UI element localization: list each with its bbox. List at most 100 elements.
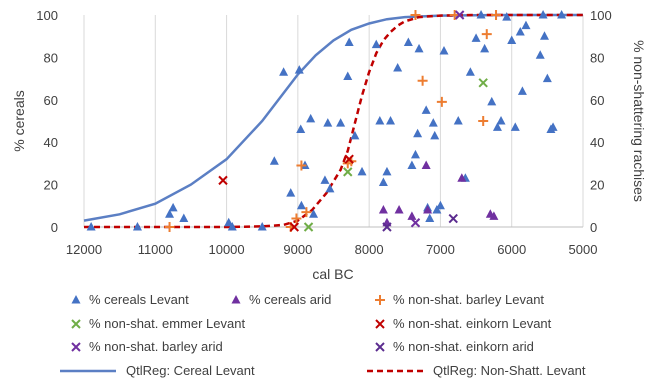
data-point: [540, 31, 550, 40]
data-point: [309, 209, 319, 218]
y-tick-label: 100: [36, 8, 58, 23]
data-point: [538, 10, 548, 19]
data-point: [457, 173, 467, 182]
legend-label: QtlReg: Non-Shatt. Levant: [433, 363, 586, 378]
data-point: [491, 10, 502, 20]
data-point: [410, 10, 421, 20]
data-point: [257, 222, 267, 231]
data-point: [423, 205, 433, 214]
data-point: [344, 37, 354, 47]
data-point: [471, 33, 481, 42]
data-point: [413, 128, 423, 138]
data-point: [517, 86, 527, 95]
data-point: [421, 105, 431, 114]
x-tick-label: 9000: [283, 242, 312, 257]
data-point: [343, 167, 353, 177]
legend-marker: [71, 295, 81, 304]
data-point: [403, 37, 413, 47]
data-point: [343, 71, 353, 80]
data-point: [382, 166, 392, 176]
data-point: [371, 39, 381, 49]
x-tick-label: 7000: [426, 242, 455, 257]
y2-tick-label: 0: [590, 220, 597, 235]
data-point: [165, 209, 175, 218]
cereal-regression-curve: [83, 13, 583, 222]
data-point: [435, 200, 445, 210]
data-point: [410, 149, 420, 159]
data-point: [296, 200, 306, 210]
y2-tick-label: 40: [590, 135, 604, 150]
data-point: [481, 29, 492, 40]
data-point: [478, 116, 489, 126]
data-point: [448, 213, 458, 224]
data-point: [521, 20, 531, 30]
data-point: [218, 175, 228, 186]
data-point: [548, 122, 558, 131]
data-point: [542, 73, 552, 83]
data-point: [269, 156, 279, 165]
legend-marker: [375, 342, 385, 352]
x-axis-title: cal BC: [312, 266, 353, 282]
data-point: [417, 75, 428, 86]
data-point: [515, 26, 525, 36]
data-point: [336, 118, 346, 127]
x-tick-label: 5000: [569, 242, 598, 257]
data-point: [393, 63, 403, 72]
data-point: [407, 160, 417, 170]
data-point: [410, 218, 421, 228]
data-point: [449, 10, 460, 20]
data-point: [357, 166, 367, 176]
y-axis-title: % cereals: [11, 90, 27, 151]
data-point: [382, 222, 392, 232]
legend-label: % non-shat. barley arid: [89, 339, 223, 354]
y-tick-label: 80: [44, 50, 58, 65]
data-point: [465, 67, 475, 76]
data-point: [279, 67, 289, 76]
gridlines: [83, 15, 584, 227]
data-point: [375, 116, 385, 125]
data-point: [436, 96, 447, 107]
data-point: [421, 160, 431, 170]
legend-label: % non-shat. emmer Levant: [89, 316, 245, 331]
data-point: [386, 116, 396, 125]
data-point: [496, 116, 506, 125]
data-point: [179, 213, 189, 223]
legend-label: % cereals arid: [249, 292, 331, 307]
data-point: [86, 222, 96, 231]
data-point: [430, 130, 440, 140]
data-point: [303, 222, 314, 232]
y-tick-label: 40: [44, 135, 58, 150]
data-point: [164, 222, 175, 232]
y2-tick-label: 100: [590, 8, 612, 23]
data-point: [296, 124, 306, 133]
data-point: [535, 50, 545, 59]
data-point: [394, 205, 404, 214]
x-tick-label: 8000: [355, 242, 384, 257]
y2-axis-tick-labels: 0 20 40 60 80 100: [590, 8, 612, 235]
data-point: [489, 211, 499, 220]
y2-axis-title: % non-shattering rachises: [631, 40, 645, 202]
data-point: [476, 10, 486, 19]
data-point: [378, 177, 388, 186]
data-point: [425, 213, 435, 223]
y2-tick-label: 80: [590, 50, 604, 65]
data-point: [224, 217, 234, 227]
data-point: [428, 118, 438, 127]
nonshatt-regression-curve: [84, 13, 583, 229]
data-point: [439, 46, 449, 55]
data-point: [492, 122, 502, 131]
plot-area: [83, 10, 584, 232]
y-tick-label: 20: [44, 178, 58, 193]
legend-marker: [375, 319, 385, 329]
data-point: [510, 122, 520, 131]
legend-marker: [71, 319, 81, 329]
data-point: [294, 65, 304, 74]
data-point: [132, 222, 142, 231]
data-point: [320, 175, 330, 184]
data-point: [306, 113, 316, 123]
legend-label: % non-shat. einkorn Levant: [393, 316, 552, 331]
regression-curves: [83, 13, 583, 229]
legend-label: % cereals Levant: [89, 292, 189, 307]
x-tick-label: 11000: [138, 242, 173, 257]
